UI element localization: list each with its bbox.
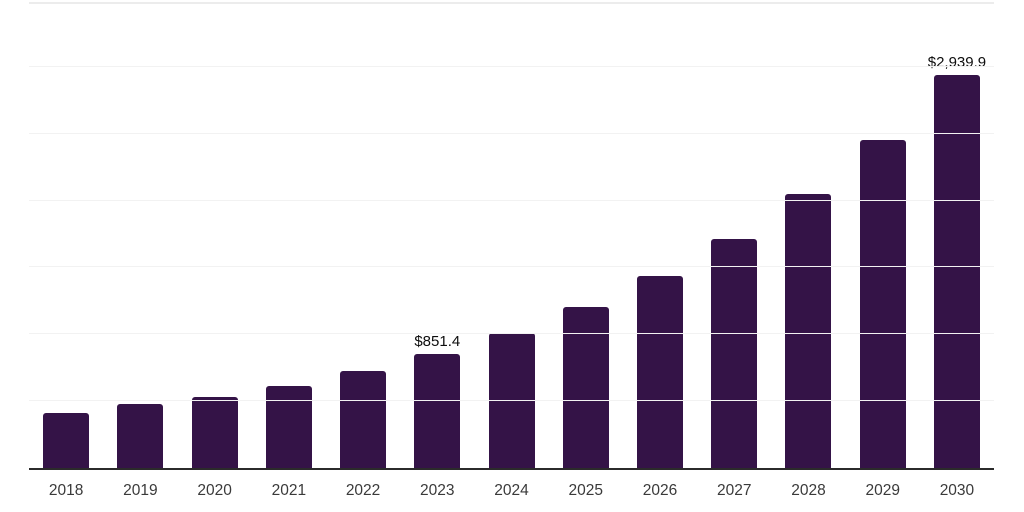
bar-slot-2024 bbox=[474, 4, 548, 468]
bar-slot-2018 bbox=[29, 4, 103, 468]
x-axis-label-2023: 2023 bbox=[420, 482, 455, 499]
bar-slot-2029 bbox=[846, 4, 920, 468]
x-axis-label-2022: 2022 bbox=[345, 482, 381, 499]
bar-value-label-2030: $2,939.9 bbox=[927, 53, 987, 71]
gridline-1500 bbox=[29, 266, 994, 268]
x-axis-label-2025: 2025 bbox=[568, 482, 603, 499]
bar-slot-2023: $851.4 bbox=[400, 4, 474, 468]
bar-slot-2022 bbox=[326, 4, 400, 468]
x-axis-label-2020: 2020 bbox=[197, 482, 232, 499]
bar-slot-2020 bbox=[177, 4, 251, 468]
bar-2026 bbox=[636, 276, 683, 468]
gridline-500 bbox=[29, 400, 994, 402]
bar-slot-2026 bbox=[623, 4, 697, 468]
bar-value-label-2023: $851.4 bbox=[414, 333, 461, 351]
x-axis-label-2019: 2019 bbox=[123, 482, 158, 499]
plot-area: $851.4 $2,939.9 bbox=[29, 2, 994, 470]
bars-row: $851.4 $2,939.9 bbox=[29, 4, 994, 468]
bar-2023: $851.4 bbox=[414, 334, 461, 468]
x-axis-label-2018: 2018 bbox=[48, 482, 84, 499]
x-axis-labels: 2018 2019 2020 2021 2022 2023 2024 2025 2026 2027… bbox=[29, 482, 994, 501]
x-axis-label-2030: 2030 bbox=[939, 482, 975, 499]
x-axis-label-2024: 2024 bbox=[494, 482, 529, 499]
bar-2018 bbox=[43, 413, 90, 468]
bar-2028 bbox=[785, 193, 832, 468]
bar-slot-2027 bbox=[697, 4, 771, 468]
bar-2022 bbox=[340, 371, 387, 468]
bar-2019 bbox=[117, 404, 164, 468]
gridline-2000 bbox=[29, 199, 994, 201]
gridline-1000 bbox=[29, 333, 994, 335]
x-axis-label-2026: 2026 bbox=[642, 482, 678, 499]
bar-2025 bbox=[562, 307, 609, 468]
x-axis-label-2029: 2029 bbox=[865, 482, 900, 499]
bar-2021 bbox=[265, 386, 312, 468]
x-axis-label-2027: 2027 bbox=[716, 482, 752, 499]
gridline-2500 bbox=[29, 132, 994, 134]
x-axis-label-2028: 2028 bbox=[791, 482, 826, 499]
bar-2029 bbox=[859, 139, 906, 468]
bar-2030: $2,939.9 bbox=[928, 55, 986, 468]
bar-slot-2030: $2,939.9 bbox=[920, 4, 994, 468]
bar-slot-2019 bbox=[103, 4, 177, 468]
bar-slot-2025 bbox=[549, 4, 623, 468]
x-axis-label-2021: 2021 bbox=[271, 482, 307, 499]
gridline-3000 bbox=[29, 65, 994, 67]
bar-2027 bbox=[711, 239, 758, 468]
bar-2020 bbox=[191, 397, 238, 468]
bar-slot-2028 bbox=[771, 4, 845, 468]
bar-slot-2021 bbox=[252, 4, 326, 468]
